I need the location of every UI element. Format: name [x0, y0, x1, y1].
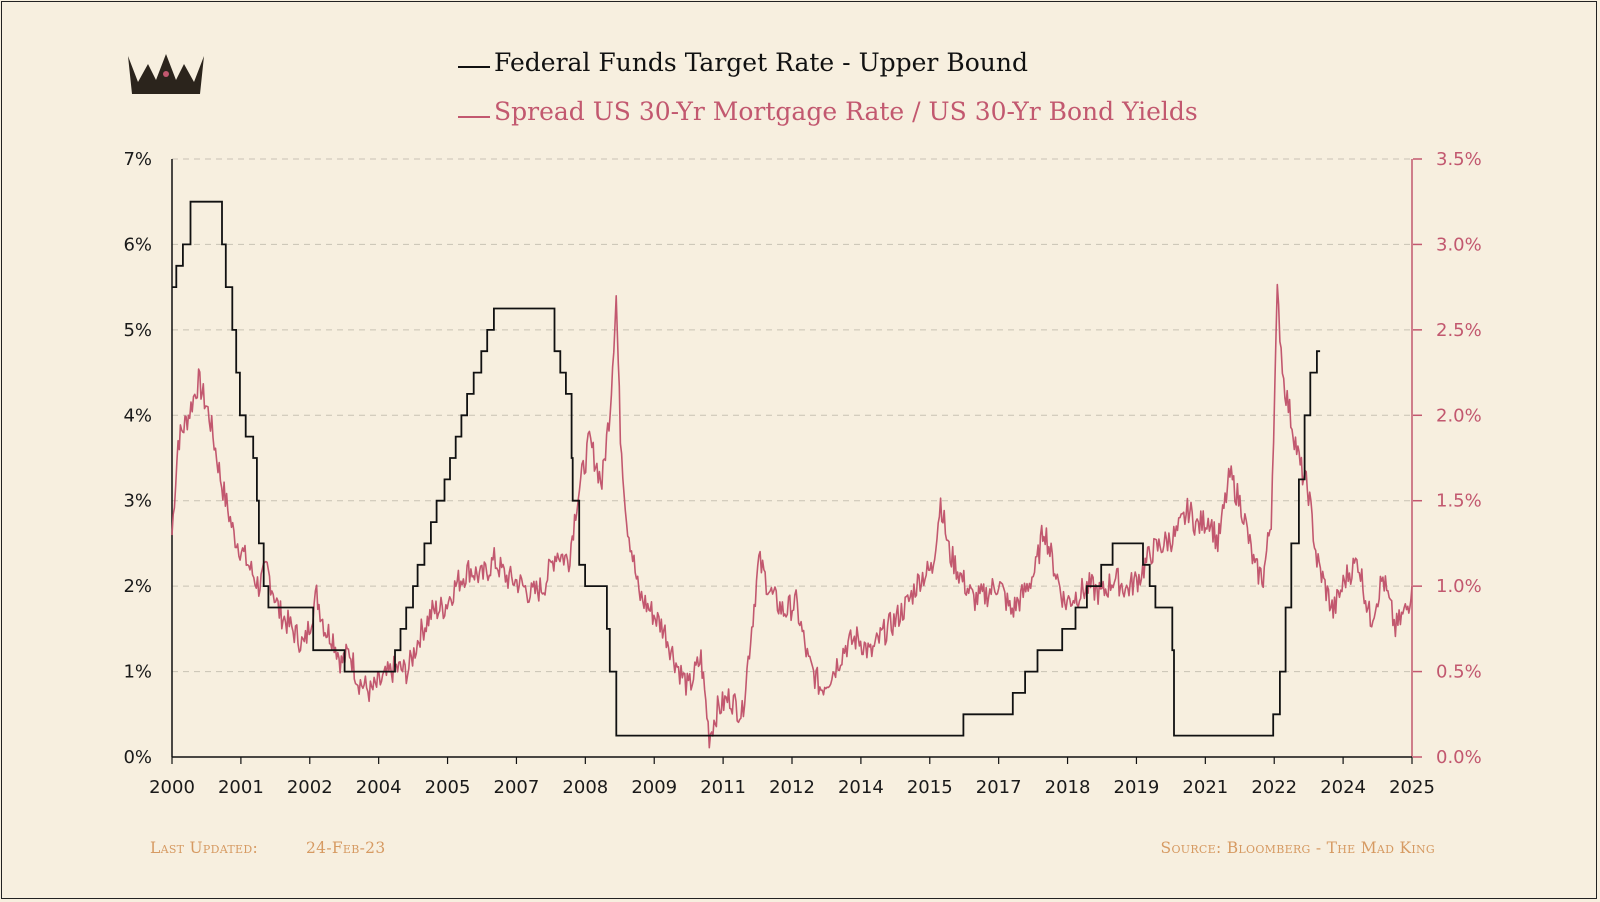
legend-label-fed: Federal Funds Target Rate - Upper Bound [494, 48, 1028, 77]
last-updated-label: Last Updated: [150, 839, 258, 857]
y-left-tick-label: 0% [123, 747, 152, 768]
x-tick-label: 2001 [218, 777, 264, 798]
x-tick-label: 2002 [287, 777, 333, 798]
legend: Federal Funds Target Rate - Upper Bound … [458, 48, 1198, 126]
y-right-tick-label: 1.0% [1436, 576, 1482, 597]
x-tick-label: 2015 [907, 777, 953, 798]
fed-funds-series-line [172, 200, 1321, 737]
legend-label-spread: Spread US 30-Yr Mortgage Rate / US 30-Yr… [494, 97, 1198, 126]
y-right-tick-label: 3.5% [1436, 149, 1482, 170]
series-layer [171, 200, 1413, 749]
x-tick-label: 2018 [1045, 777, 1091, 798]
crown-icon [128, 54, 204, 94]
spread-series-line [171, 283, 1413, 749]
y-right-tick-label: 2.5% [1436, 320, 1482, 341]
source-label: Source: Bloomberg - The Mad King [1161, 839, 1435, 857]
x-tick-label: 2024 [1320, 777, 1366, 798]
x-tick-label: 2011 [700, 777, 746, 798]
y-right-tick-label: 3.0% [1436, 234, 1482, 255]
x-tick-label: 2007 [494, 777, 540, 798]
y-right-tick-label: 2.0% [1436, 405, 1482, 426]
y-left-tick-label: 3% [123, 491, 152, 512]
x-tick-label: 2025 [1389, 777, 1435, 798]
y-left-tick-label: 4% [123, 405, 152, 426]
axes: 0% 0.0% 1% 0.5% 2% 1.0% 3% 1.5% 4% 2.0% 5% 2.5% 6% 3.… [123, 149, 1481, 798]
grid [172, 158, 1412, 673]
y-right-tick-label: 1.5% [1436, 491, 1482, 512]
y-left-tick-label: 6% [123, 234, 152, 255]
x-tick-label: 2021 [1182, 777, 1228, 798]
x-tick-label: 2022 [1251, 777, 1297, 798]
x-tick-label: 2014 [838, 777, 884, 798]
x-tick-label: 2000 [149, 777, 195, 798]
y-left-tick-label: 2% [123, 576, 152, 597]
x-tick-label: 2012 [769, 777, 815, 798]
x-tick-label: 2009 [631, 777, 677, 798]
x-tick-label: 2019 [1114, 777, 1160, 798]
y-left-tick-label: 7% [123, 149, 152, 170]
y-left-tick-label: 1% [123, 662, 152, 683]
y-right-tick-label: 0.5% [1436, 662, 1482, 683]
y-left-tick-label: 5% [123, 320, 152, 341]
x-tick-label: 2004 [356, 777, 402, 798]
x-tick-label: 2008 [562, 777, 608, 798]
x-tick-label: 2017 [976, 777, 1022, 798]
last-updated-value: 24-Feb-23 [306, 839, 386, 857]
x-tick-label: 2005 [425, 777, 471, 798]
y-right-tick-label: 0.0% [1436, 747, 1482, 768]
